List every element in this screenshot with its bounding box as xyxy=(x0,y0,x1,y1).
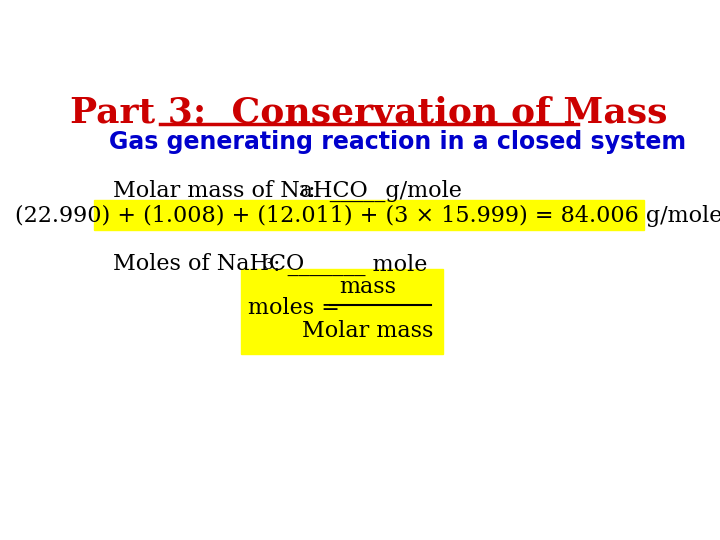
Text: Part 3:  Conservation of Mass: Part 3: Conservation of Mass xyxy=(71,96,667,130)
Bar xyxy=(94,200,644,230)
Text: Molar mass of NaHCO: Molar mass of NaHCO xyxy=(113,180,368,202)
Text: 3: 3 xyxy=(264,258,273,272)
Text: mass: mass xyxy=(339,275,396,298)
Text: : _______ mole: : _______ mole xyxy=(273,253,427,275)
Bar xyxy=(241,269,443,354)
Text: :  _____g/mole: : _____g/mole xyxy=(307,180,462,202)
Text: moles =: moles = xyxy=(248,297,347,319)
Text: (22.990) + (1.008) + (12.011) + (3 × 15.999) = 84.006 g/mole: (22.990) + (1.008) + (12.011) + (3 × 15.… xyxy=(15,205,720,227)
Text: 3: 3 xyxy=(299,185,308,199)
Text: Gas generating reaction in a closed system: Gas generating reaction in a closed syst… xyxy=(109,130,686,154)
Text: Molar mass: Molar mass xyxy=(302,320,433,342)
Text: Moles of NaHCO: Moles of NaHCO xyxy=(113,253,305,275)
